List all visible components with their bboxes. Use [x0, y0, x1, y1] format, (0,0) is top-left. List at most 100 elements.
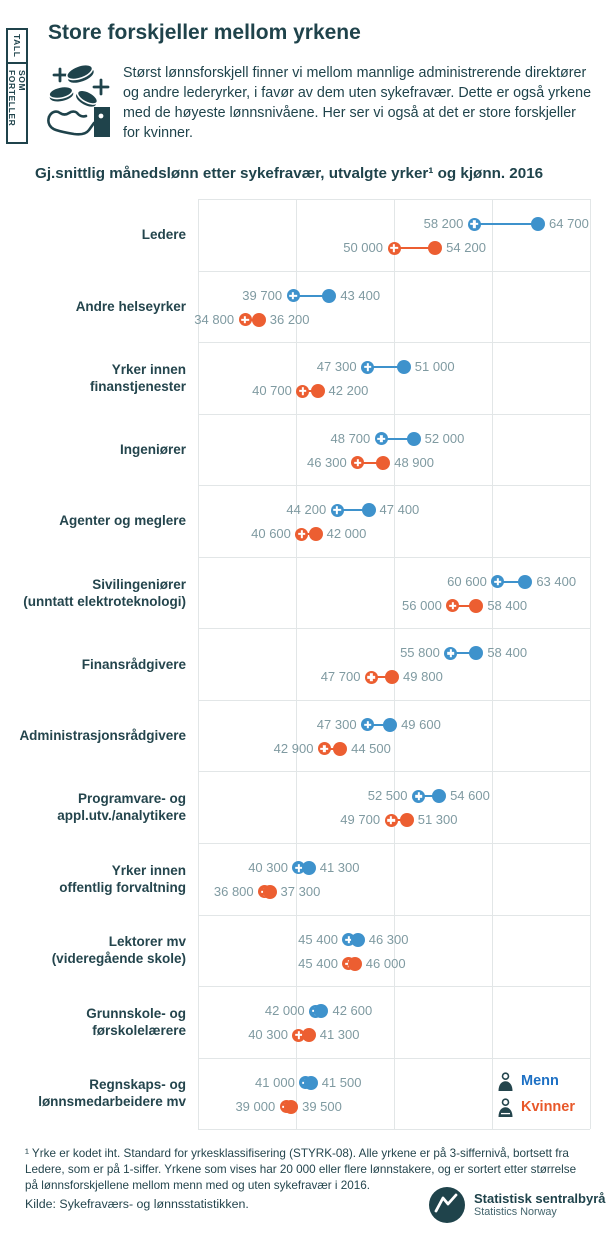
intro-paragraph: Størst lønnsforskjell finner vi mellom m…: [123, 65, 592, 141]
category-label: Finansrådgivere: [81, 656, 186, 672]
plot-horizontal-gridline: [198, 628, 590, 630]
plot-horizontal-gridline: [198, 342, 590, 344]
kvinner-med-sykefravaer-marker: [364, 670, 378, 684]
value-label-uten-sykefravaer: 51 000: [414, 359, 455, 375]
kvinner-uten-sykefravaer-marker: [469, 598, 484, 613]
value-label-med-sykefravaer: 40 300: [248, 859, 288, 875]
menn-uten-sykefravaer-marker: [406, 431, 421, 446]
plus-icon: [412, 790, 425, 803]
menn-uten-sykefravaer-marker: [518, 574, 533, 589]
menn-uten-sykefravaer-marker: [303, 1075, 318, 1090]
plot-horizontal-gridline: [198, 986, 590, 988]
kvinner-med-sykefravaer-marker: [296, 384, 310, 398]
kvinner-uten-sykefravaer-marker: [333, 741, 348, 756]
plot-horizontal-gridline: [198, 914, 590, 916]
legend-label-kvinner: Kvinner: [521, 1099, 575, 1115]
kvinner-connector-line: [371, 676, 393, 679]
menn-connector-line: [381, 437, 414, 440]
tab-tall: TALL: [6, 28, 28, 64]
value-label-uten-sykefravaer: 42 000: [326, 526, 367, 542]
kvinner-med-sykefravaer-marker: [238, 313, 252, 327]
kvinner-uten-sykefravaer-marker: [251, 312, 266, 327]
menn-connector-line: [474, 223, 539, 225]
value-label-uten-sykefravaer: 41 300: [319, 859, 360, 875]
value-label-uten-sykefravaer: 52 000: [424, 430, 465, 446]
menn-uten-sykefravaer-marker: [432, 789, 447, 804]
value-label-uten-sykefravaer: 58 400: [487, 597, 528, 613]
dumbbell-chart: Menn Kvinner Ledere 58 200 64 700 50 000 54 …: [0, 199, 610, 1131]
menn-med-sykefravaer-marker: [286, 289, 300, 303]
plot-horizontal-gridline: [198, 699, 590, 701]
menn-med-sykefravaer-marker: [444, 646, 458, 660]
kvinner-uten-sykefravaer-marker: [385, 670, 400, 685]
plot-horizontal-gridline: [198, 1057, 590, 1059]
kvinner-med-sykefravaer-marker: [387, 241, 401, 255]
chart-legend: Menn Kvinner: [497, 1068, 575, 1120]
menn-connector-line: [337, 509, 369, 512]
ssb-logo-text: Statistisk sentralbyrå Statistics Norway: [474, 1191, 606, 1219]
menn-med-sykefravaer-marker: [361, 360, 375, 374]
plus-icon: [351, 456, 364, 469]
kvinner-connector-line: [394, 247, 436, 249]
kvinner-connector-line: [391, 819, 407, 822]
plot-horizontal-gridline: [198, 485, 590, 487]
value-label-uten-sykefravaer: 42 600: [332, 1003, 373, 1019]
menn-uten-sykefravaer-marker: [361, 503, 376, 518]
value-label-uten-sykefravaer: 42 200: [328, 383, 369, 399]
plot-horizontal-gridline: [198, 413, 590, 415]
ssb-logo-name: Statistisk sentralbyrå: [474, 1191, 606, 1206]
value-label-uten-sykefravaer: 58 400: [487, 645, 528, 661]
value-label-uten-sykefravaer: 41 300: [319, 1027, 360, 1043]
value-label-med-sykefravaer: 55 800: [400, 645, 440, 661]
value-label-med-sykefravaer: 50 000: [343, 240, 383, 255]
value-label-uten-sykefravaer: 39 500: [302, 1098, 342, 1114]
menn-uten-sykefravaer-marker: [383, 717, 398, 732]
menn-connector-line: [367, 366, 404, 369]
value-label-uten-sykefravaer: 48 900: [394, 454, 434, 470]
value-label-uten-sykefravaer: 43 400: [340, 287, 381, 303]
source-line: Kilde: Sykefraværs- og lønnsstatistikken…: [25, 1197, 249, 1211]
value-label-med-sykefravaer: 56 000: [402, 597, 442, 613]
kvinner-uten-sykefravaer-marker: [310, 384, 325, 399]
category-label: Administrasjonsrådgivere: [19, 728, 186, 744]
value-label-med-sykefravaer: 39 000: [235, 1098, 276, 1114]
man-icon: [498, 1071, 513, 1091]
category-label: Regnskaps- og lønnsmedarbeidere mv: [38, 1077, 186, 1110]
tab-tall-label: TALL: [12, 34, 22, 58]
value-label-uten-sykefravaer: 49 600: [401, 716, 441, 732]
value-label-uten-sykefravaer: 51 300: [417, 812, 458, 828]
kvinner-uten-sykefravaer-marker: [399, 813, 414, 828]
value-label-med-sykefravaer: 58 200: [423, 216, 464, 231]
value-label-med-sykefravaer: 60 600: [447, 573, 487, 589]
plot-vertical-gridline: [394, 199, 395, 1130]
menn-med-sykefravaer-marker: [374, 432, 388, 446]
plot-horizontal-gridline: [198, 270, 590, 272]
plus-icon: [385, 814, 398, 827]
value-label-med-sykefravaer: 44 200: [286, 502, 327, 518]
menn-med-sykefravaer-marker: [330, 503, 344, 517]
plus-icon: [388, 242, 401, 255]
menn-med-sykefravaer-marker: [491, 575, 505, 589]
value-label-med-sykefravaer: 41 000: [255, 1074, 295, 1090]
kvinner-connector-line: [324, 747, 341, 750]
side-tabs: TALL SOM FORTELLER: [6, 28, 28, 144]
category-label: Yrker innen offentlig forvaltning: [59, 862, 186, 895]
kvinner-med-sykefravaer-marker: [295, 527, 309, 541]
value-label-med-sykefravaer: 52 500: [367, 788, 408, 804]
plot-vertical-gridline: [198, 199, 199, 1130]
value-label-med-sykefravaer: 36 800: [213, 883, 254, 899]
menn-uten-sykefravaer-marker: [301, 860, 316, 875]
plus-icon: [491, 575, 504, 588]
menn-uten-sykefravaer-marker: [350, 932, 365, 947]
category-label: Yrker innen finanstjenester: [89, 361, 186, 394]
value-label-uten-sykefravaer: 36 200: [269, 311, 310, 327]
menn-med-sykefravaer-marker: [412, 789, 425, 803]
kvinner-med-sykefravaer-marker: [446, 599, 460, 613]
tab-som-forteller-label: SOM FORTELLER: [7, 70, 27, 127]
value-label-med-sykefravaer: 46 300: [306, 454, 347, 470]
menn-med-sykefravaer-marker: [361, 718, 375, 732]
kvinner-uten-sykefravaer-marker: [308, 527, 323, 542]
category-label: Agenter og meglere: [59, 513, 186, 529]
menn-med-sykefravaer-marker: [467, 217, 481, 231]
page-title: Store forskjeller mellom yrkene: [48, 21, 361, 44]
